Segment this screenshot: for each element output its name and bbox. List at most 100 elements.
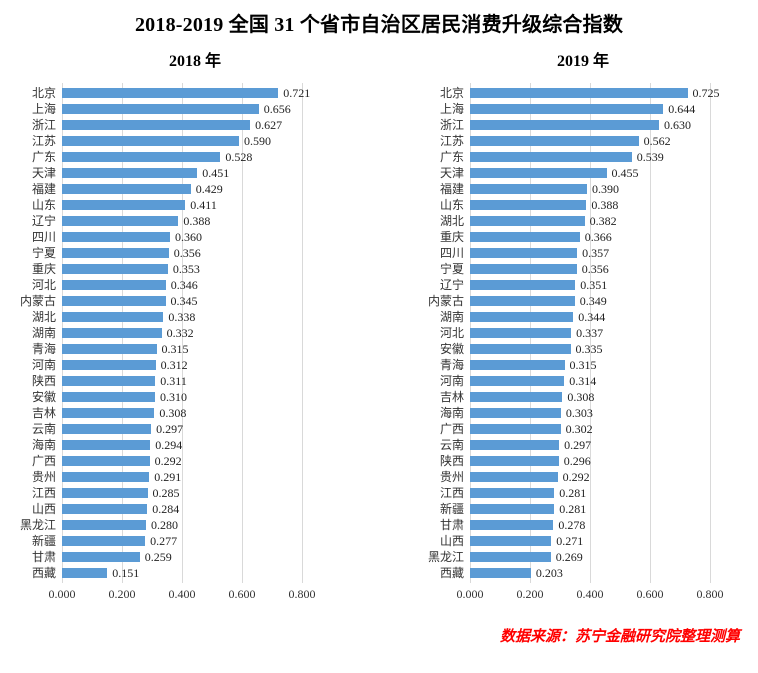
bar-track: 0.281 xyxy=(470,501,750,517)
bar xyxy=(470,440,560,450)
x-tick-label: 0.400 xyxy=(168,587,196,601)
bar-track: 0.360 xyxy=(62,229,382,245)
value-label: 0.292 xyxy=(562,470,590,484)
bar-row: 安徽 0.310 xyxy=(8,389,382,405)
bar-row: 山东 0.388 xyxy=(416,197,750,213)
bar-track: 0.308 xyxy=(470,389,750,405)
category-label: 河南 xyxy=(439,374,464,388)
bar xyxy=(470,344,571,354)
bar-row: 四川 0.357 xyxy=(416,245,750,261)
bar xyxy=(62,552,140,562)
category-label: 四川 xyxy=(31,230,56,244)
bar-row: 黑龙江 0.269 xyxy=(416,549,750,565)
bar-row: 浙江 0.627 xyxy=(8,117,382,133)
x-tick-label: 0.000 xyxy=(48,587,76,601)
category-label: 青海 xyxy=(439,358,464,372)
value-label: 0.296 xyxy=(563,454,591,468)
bar-track: 0.429 xyxy=(62,181,382,197)
chart-2018-xaxis: 0.000 0.200 0.400 0.600 0.800 xyxy=(8,587,382,609)
category-label: 内蒙古 xyxy=(19,294,56,308)
bar-row: 福建 0.390 xyxy=(416,181,750,197)
bar xyxy=(62,248,169,258)
bar-row: 山西 0.284 xyxy=(8,501,382,517)
bar xyxy=(62,296,166,306)
value-label: 0.627 xyxy=(255,118,283,132)
bar-row: 福建 0.429 xyxy=(8,181,382,197)
bar xyxy=(470,168,607,178)
category-label: 贵州 xyxy=(439,470,464,484)
category-label: 辽宁 xyxy=(439,278,464,292)
bar-row: 青海 0.315 xyxy=(416,357,750,373)
value-label: 0.284 xyxy=(152,502,180,516)
x-tick-label: 0.600 xyxy=(228,587,256,601)
bar-track: 0.277 xyxy=(62,533,382,549)
value-label: 0.644 xyxy=(668,102,696,116)
category-label: 广东 xyxy=(31,150,56,164)
bar-row: 湖南 0.344 xyxy=(416,309,750,325)
bar xyxy=(470,296,575,306)
bar xyxy=(62,472,150,482)
chart-2019-plot: 北京 0.725 上海 0.644 浙江 0.630 江苏 0.562 广东 0.539 天津 0.4… xyxy=(416,83,750,583)
bar xyxy=(62,152,221,162)
category-label: 湖南 xyxy=(31,326,56,340)
value-label: 0.302 xyxy=(565,422,593,436)
bar-row: 河南 0.314 xyxy=(416,373,750,389)
value-label: 0.314 xyxy=(569,374,597,388)
value-label: 0.411 xyxy=(190,198,217,212)
bar-row: 西藏 0.151 xyxy=(8,565,382,581)
bar-row: 重庆 0.353 xyxy=(8,261,382,277)
bar-track: 0.271 xyxy=(470,533,750,549)
value-label: 0.345 xyxy=(170,294,198,308)
bar xyxy=(62,120,251,130)
category-label: 河北 xyxy=(31,278,56,292)
bar-track: 0.312 xyxy=(62,357,382,373)
bar xyxy=(470,360,565,370)
category-label: 黑龙江 xyxy=(427,550,464,564)
value-label: 0.366 xyxy=(584,230,612,244)
category-label: 江西 xyxy=(439,486,464,500)
bar-row: 内蒙古 0.349 xyxy=(416,293,750,309)
bar-row: 黑龙江 0.280 xyxy=(8,517,382,533)
bar-row: 天津 0.451 xyxy=(8,165,382,181)
chart-2018: 2018 年 北京 0.721 上海 0.656 浙江 0.627 江苏 0.590 广东 0.5… xyxy=(8,39,382,609)
bar-row: 上海 0.656 xyxy=(8,101,382,117)
category-label: 湖北 xyxy=(31,310,56,324)
value-label: 0.390 xyxy=(592,182,619,196)
bar-row: 江苏 0.562 xyxy=(416,133,750,149)
value-label: 0.725 xyxy=(692,86,720,100)
bar-row: 内蒙古 0.345 xyxy=(8,293,382,309)
value-label: 0.308 xyxy=(159,406,187,420)
bar-track: 0.285 xyxy=(62,485,382,501)
category-label: 浙江 xyxy=(439,118,464,132)
category-label: 宁夏 xyxy=(439,262,464,276)
category-label: 山东 xyxy=(439,198,464,212)
category-label: 吉林 xyxy=(439,390,464,404)
bar xyxy=(62,408,155,418)
category-label: 天津 xyxy=(439,166,464,180)
bar-row: 湖南 0.332 xyxy=(8,325,382,341)
bar-track: 0.366 xyxy=(470,229,750,245)
category-label: 江苏 xyxy=(439,134,464,148)
category-label: 安徽 xyxy=(439,342,464,356)
value-label: 0.312 xyxy=(160,358,188,372)
category-label: 云南 xyxy=(31,422,56,436)
category-label: 甘肃 xyxy=(31,550,56,564)
bar-row: 河北 0.346 xyxy=(8,277,382,293)
bar xyxy=(62,376,156,386)
category-label: 福建 xyxy=(31,182,56,196)
x-tick-label: 0.200 xyxy=(516,587,544,601)
value-label: 0.528 xyxy=(225,150,253,164)
bar-row: 青海 0.315 xyxy=(8,341,382,357)
bar-row: 广东 0.528 xyxy=(8,149,382,165)
bar-row: 新疆 0.281 xyxy=(416,501,750,517)
bar xyxy=(470,552,551,562)
bar-row: 贵州 0.292 xyxy=(416,469,750,485)
value-label: 0.451 xyxy=(202,166,230,180)
bar-track: 0.562 xyxy=(470,133,750,149)
bar xyxy=(62,344,157,354)
value-label: 0.278 xyxy=(558,518,586,532)
bar-track: 0.269 xyxy=(470,549,750,565)
bar-row: 海南 0.303 xyxy=(416,405,750,421)
bar-track: 0.292 xyxy=(62,453,382,469)
